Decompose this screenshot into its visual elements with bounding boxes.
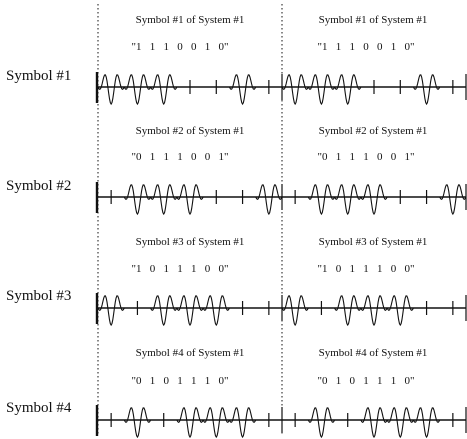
pulse-one <box>307 184 336 216</box>
pulse-one <box>307 74 336 106</box>
pulse-one <box>228 407 257 439</box>
symbol-row: Symbol #1 Symbol #1 of System #1 Symbol … <box>6 14 427 84</box>
pulse-one <box>281 74 309 106</box>
pulse-one <box>97 74 125 106</box>
pulse-one <box>360 407 388 439</box>
symbol-row: Symbol #4 Symbol #4 of System #1 Symbol … <box>6 347 427 416</box>
row-label: Symbol #1 <box>6 68 71 84</box>
panel-title: Symbol #2 of System #1 <box>319 125 428 137</box>
symbol-row: Symbol #2 Symbol #2 of System #1 Symbol … <box>6 125 427 194</box>
pulse-one <box>386 295 414 327</box>
panel-title: Symbol #4 of System #1 <box>319 347 428 359</box>
bit-sequence: "1 0 1 1 1 0 0" <box>318 263 415 275</box>
pulse-one <box>281 295 309 327</box>
panel-title: Symbol #3 of System #1 <box>136 236 245 248</box>
pulse-one <box>176 295 204 327</box>
waveform-layer <box>95 4 467 439</box>
panel-title: Symbol #2 of System #1 <box>136 125 245 137</box>
panel-title: Symbol #4 of System #1 <box>136 347 245 359</box>
pulse-one <box>202 295 230 327</box>
pulse-one <box>412 74 441 106</box>
pulse-one <box>228 74 257 106</box>
bit-sequence: "0 1 1 1 0 0 1" <box>132 151 229 163</box>
pulse-one <box>438 184 467 216</box>
pulse-one <box>123 407 152 439</box>
pulse-one <box>149 184 178 216</box>
pulse-one <box>149 74 178 106</box>
pulse-one <box>176 184 204 216</box>
pulse-one <box>97 295 125 327</box>
pulse-one <box>333 295 362 327</box>
pulse-one <box>386 407 414 439</box>
bit-sequence: "1 1 1 0 0 1 0" <box>318 41 415 53</box>
pulse-one <box>123 184 152 216</box>
pulse-one <box>307 407 336 439</box>
symbol-row: Symbol #3 Symbol #3 of System #1 Symbol … <box>6 236 427 304</box>
bit-sequence: "1 1 1 0 0 1 0" <box>132 41 229 53</box>
pulse-one <box>176 407 204 439</box>
bit-sequence: "0 1 1 1 0 0 1" <box>318 151 415 163</box>
bit-sequence: "1 0 1 1 1 0 0" <box>132 263 229 275</box>
pulse-one <box>149 295 178 327</box>
bit-sequence: "0 1 0 1 1 1 0" <box>132 375 229 387</box>
pulse-one <box>123 74 152 106</box>
pulse-one <box>333 74 362 106</box>
pulse-one <box>412 407 441 439</box>
bit-sequence: "0 1 0 1 1 1 0" <box>318 375 415 387</box>
panel-title: Symbol #1 of System #1 <box>136 14 245 26</box>
pulse-one <box>360 295 388 327</box>
row-label: Symbol #3 <box>6 288 71 304</box>
row-label: Symbol #2 <box>6 178 71 194</box>
pulse-one <box>254 184 283 216</box>
pulse-one <box>360 184 388 216</box>
panel-title: Symbol #1 of System #1 <box>319 14 428 26</box>
pulse-one <box>333 184 362 216</box>
panel-title: Symbol #3 of System #1 <box>319 236 428 248</box>
pulse-one <box>202 407 230 439</box>
row-label: Symbol #4 <box>6 400 72 416</box>
